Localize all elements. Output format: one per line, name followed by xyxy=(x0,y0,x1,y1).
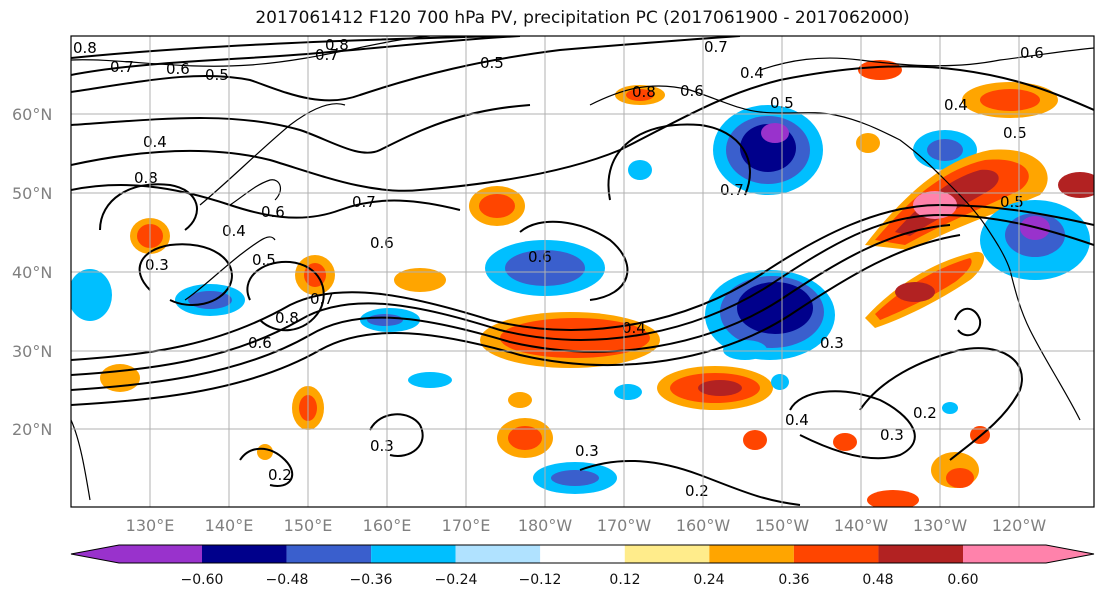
contour-label: 0.3 xyxy=(820,334,844,352)
contour-label: 0.7 xyxy=(720,181,744,199)
lon-label: 140°W xyxy=(834,516,889,535)
contour-label: 0.6 xyxy=(248,334,272,352)
colorbar-segment xyxy=(709,545,794,563)
contour-label: 0.7 xyxy=(110,58,134,76)
contour-label: 0.8 xyxy=(632,83,656,101)
contour-label: 0.7 xyxy=(310,290,334,308)
colorbar-tick: 0.48 xyxy=(862,572,893,588)
lon-label: 180°W xyxy=(518,516,573,535)
contour-labels: 0.8 0.7 0.6 0.5 0.8 0.7 0.5 0.8 0.6 0.7 … xyxy=(73,36,1044,500)
lon-label: 170°W xyxy=(597,516,652,535)
lon-label: 160°E xyxy=(363,516,412,535)
colorbar-tick: −0.36 xyxy=(350,572,393,588)
latitude-labels: 20°N 30°N 40°N 50°N 60°N xyxy=(12,105,52,439)
colorbar-segment xyxy=(793,545,879,563)
contour-label: 0.6 xyxy=(261,203,285,221)
contour-label: 0.5 xyxy=(480,54,504,72)
lat-label: 60°N xyxy=(12,105,52,124)
contour-label: 0.4 xyxy=(222,222,246,240)
pv-contours xyxy=(71,36,1094,506)
contour-label: 0.8 xyxy=(275,309,299,327)
contour-label: 0.7 xyxy=(315,46,339,64)
colorbar-segment xyxy=(878,545,963,563)
lat-label: 50°N xyxy=(12,184,52,203)
longitude-labels: 130°E 140°E 150°E 160°E 170°E 180°W 170°… xyxy=(126,516,1047,535)
colorbar-tick: 0.60 xyxy=(947,572,978,588)
contour-label: 0.6 xyxy=(370,234,394,252)
colorbar-segment xyxy=(624,545,710,563)
colorbar-extend-high xyxy=(1046,545,1094,563)
contour-label: 0.7 xyxy=(352,193,376,211)
lon-label: 150°E xyxy=(284,516,333,535)
lon-label: 150°W xyxy=(755,516,810,535)
lon-label: 170°E xyxy=(442,516,491,535)
colorbar-tick: 0.24 xyxy=(693,572,724,588)
contour-label: 0.3 xyxy=(370,437,394,455)
contour-label: 0.5 xyxy=(1003,124,1027,142)
contour-label: 0.2 xyxy=(685,482,709,500)
contour-label: 0.5 xyxy=(205,66,229,84)
contour-label: 0.6 xyxy=(680,82,704,100)
colorbar-segment xyxy=(286,545,372,563)
lat-label: 30°N xyxy=(12,342,52,361)
colorbar-tick: −0.12 xyxy=(519,572,562,588)
contour-label: 0.8 xyxy=(325,36,349,54)
contour-label: 0.6 xyxy=(528,248,552,266)
contour-label: 0.5 xyxy=(252,251,276,269)
colorbar-tick: −0.60 xyxy=(181,572,224,588)
colorbar-segment xyxy=(540,545,625,563)
colorbar-extend-low xyxy=(71,545,119,563)
colorbar-outline xyxy=(70,544,1095,564)
contour-label: 0.6 xyxy=(1020,44,1044,62)
contour-label: 0.4 xyxy=(143,133,167,151)
map-frame xyxy=(70,35,1095,508)
colorbar-segment xyxy=(202,545,287,563)
contour-label: 0.5 xyxy=(1000,193,1024,211)
coastlines xyxy=(71,36,1094,501)
colorbar-segment xyxy=(119,545,202,563)
contour-label: 0.2 xyxy=(268,466,292,484)
lon-label: 140°E xyxy=(205,516,254,535)
contour-label: 0.3 xyxy=(880,426,904,444)
contour-label: 0.4 xyxy=(740,64,764,82)
contour-label: 0.8 xyxy=(134,169,158,187)
contour-label: 0.4 xyxy=(622,319,646,337)
lat-label: 40°N xyxy=(12,263,52,282)
colorbar-tick: −0.24 xyxy=(435,572,478,588)
contour-label: 0.8 xyxy=(73,39,97,57)
contour-label: 0.3 xyxy=(575,442,599,460)
contour-label: 0.4 xyxy=(785,411,809,429)
contour-label: 0.7 xyxy=(704,38,728,56)
graticule xyxy=(71,36,1094,507)
lat-label: 20°N xyxy=(12,420,52,439)
colorbar-segments xyxy=(70,544,1095,564)
contour-label: 0.6 xyxy=(166,60,190,78)
figure-title: 2017061412 F120 700 hPa PV, precipitatio… xyxy=(255,8,910,28)
colorbar-tick: −0.48 xyxy=(266,572,309,588)
colorbar-segment xyxy=(455,545,541,563)
colorbar-tick: 0.12 xyxy=(609,572,640,588)
lon-label: 130°W xyxy=(913,516,968,535)
colorbar-segment xyxy=(963,545,1046,563)
colorbar-tick: 0.36 xyxy=(778,572,809,588)
colorbar-ticks: −0.60 −0.48 −0.36 −0.24 −0.12 0.12 0.24 … xyxy=(181,572,979,588)
contour-label: 0.4 xyxy=(944,96,968,114)
lon-label: 130°E xyxy=(126,516,175,535)
contour-label: 0.2 xyxy=(913,404,937,422)
lon-label: 120°W xyxy=(992,516,1047,535)
lon-label: 160°W xyxy=(676,516,731,535)
colorbar-segment xyxy=(371,545,456,563)
contour-label: 0.3 xyxy=(145,256,169,274)
colorbar: −0.60 −0.48 −0.36 −0.24 −0.12 0.12 0.24 … xyxy=(70,544,1095,588)
